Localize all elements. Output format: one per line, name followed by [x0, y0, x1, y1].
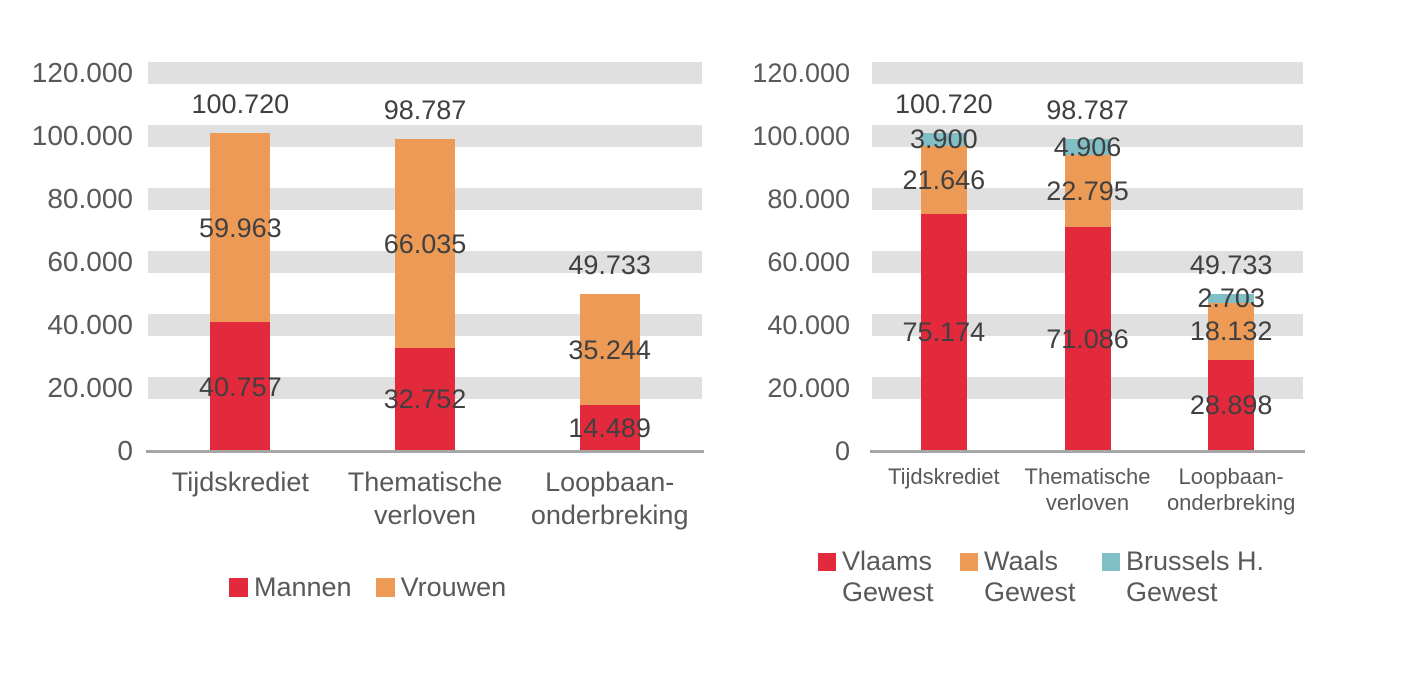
segment-value-label: 14.489 [568, 413, 651, 444]
legend-label: Mannen [254, 572, 352, 602]
segment-value-label: 3.900 [910, 124, 978, 155]
bar-segment-brussels-h-gewest [1208, 294, 1255, 303]
bar-segment-brussels-h-gewest [1064, 139, 1111, 155]
y-tick-label: 80.000 [47, 182, 133, 214]
legend-item: Brussels H. Gewest [1102, 546, 1276, 608]
segment-value-label: 59.963 [199, 212, 282, 243]
total-value-label: 98.787 [383, 95, 467, 126]
y-tick-label: 40.000 [47, 308, 133, 340]
category-label: Tijdskrediet [171, 467, 309, 497]
bar-segment-mannen [579, 405, 640, 451]
legend-item: Waals Gewest [960, 546, 1080, 608]
gridline-band [148, 61, 702, 84]
legend: Vlaams Gewest Waals Gewest Brussels H. Gew… [818, 546, 1276, 608]
segment-value-label: 22.795 [1046, 175, 1129, 206]
y-tick-label: 100.000 [31, 119, 133, 151]
legend-swatch [229, 577, 248, 597]
y-tick-label: 40.000 [767, 309, 850, 340]
legend-swatch [1102, 552, 1120, 571]
total-value-label: 49.733 [568, 250, 651, 281]
legend-swatch [818, 552, 836, 571]
legend-label: Vlaams Gewest [842, 546, 934, 607]
bar-segment-mannen [210, 322, 271, 451]
category-label: Loopbaan- onderbreking [530, 467, 689, 530]
category-label: Tijdskrediet [887, 464, 1000, 489]
y-tick-label: 0 [834, 436, 850, 466]
category-label: Thematische verloven [1024, 464, 1151, 515]
segment-value-label: 21.646 [902, 164, 986, 195]
y-tick-label: 20.000 [767, 372, 850, 403]
gridline-band [148, 124, 702, 147]
category-label: Loopbaan- onderbreking [1166, 464, 1296, 515]
segment-value-label: 75.174 [902, 317, 986, 348]
legend-label: Brussels H. Gewest [1126, 546, 1265, 607]
bar-segment-brussels-h-gewest [920, 133, 967, 146]
bar-segment-waals-gewest [920, 145, 967, 214]
segment-value-label: 66.035 [383, 228, 467, 259]
x-axis-line [146, 450, 704, 453]
total-value-label: 100.720 [191, 89, 290, 120]
bar-segment-mannen [395, 347, 455, 451]
bar-segment-vlaams-gewest [1064, 226, 1111, 451]
bar-segment-vrouwen [579, 294, 640, 406]
legend: Mannen Vrouwen [229, 572, 506, 602]
total-value-label: 49.733 [1189, 250, 1273, 281]
legend-swatch [375, 577, 395, 597]
legend-label: Vrouwen [400, 572, 507, 602]
y-tick-label: 0 [117, 435, 133, 466]
gridline-band [872, 61, 1303, 84]
segment-value-label: 2.703 [1197, 283, 1265, 314]
y-tick-label: 20.000 [47, 371, 133, 403]
y-tick-label: 60.000 [767, 246, 850, 277]
legend-item: Mannen [229, 572, 352, 602]
segment-value-label: 32.752 [383, 384, 467, 415]
bar-segment-vlaams-gewest [920, 213, 967, 451]
bar-segment-vlaams-gewest [1208, 359, 1255, 451]
x-axis-line [870, 450, 1305, 453]
category-label: Thematische verloven [347, 467, 503, 530]
y-tick-label: 100.000 [752, 120, 850, 151]
gridline-band [872, 124, 1303, 147]
bar-segment-vrouwen [210, 133, 271, 323]
segment-value-label: 71.086 [1046, 323, 1129, 354]
total-value-label: 100.720 [895, 89, 993, 120]
bar-segment-waals-gewest [1208, 302, 1255, 360]
legend-label: Waals Gewest [984, 546, 1076, 607]
segment-value-label: 40.757 [199, 371, 282, 402]
bar-segment-waals-gewest [1064, 154, 1111, 227]
segment-value-label: 4.906 [1053, 132, 1122, 163]
legend-swatch [960, 552, 978, 571]
y-tick-label: 80.000 [767, 183, 850, 214]
segment-value-label: 35.244 [568, 334, 651, 365]
y-tick-label: 120.000 [752, 57, 850, 88]
segment-value-label: 18.132 [1189, 316, 1273, 347]
total-value-label: 98.787 [1046, 95, 1129, 126]
y-tick-label: 120.000 [31, 56, 133, 88]
segment-value-label: 28.898 [1189, 390, 1273, 421]
legend-item: Vrouwen [375, 572, 507, 602]
y-tick-label: 60.000 [47, 245, 133, 277]
legend-item: Vlaams Gewest [818, 546, 938, 608]
bar-segment-vrouwen [395, 139, 455, 348]
